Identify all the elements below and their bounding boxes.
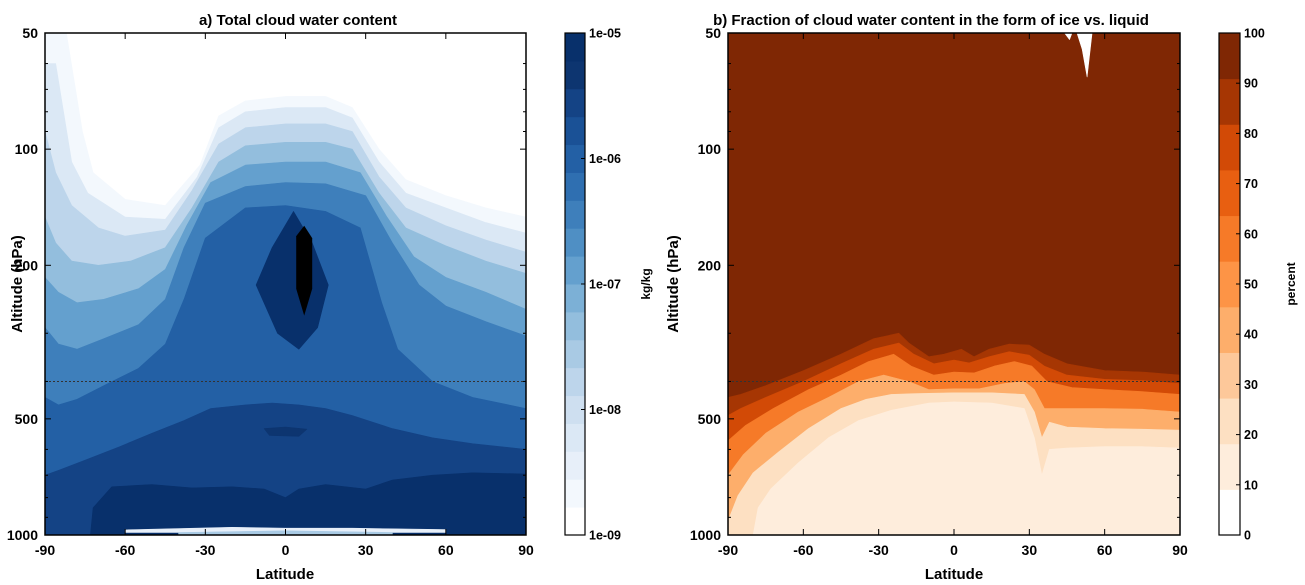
panel-a-fills xyxy=(45,33,526,535)
panel-a-y-tick-label: 100 xyxy=(15,141,39,157)
colorbar-b-tick-label: 30 xyxy=(1244,378,1258,392)
colorbar-b-tick-label: 80 xyxy=(1244,127,1258,141)
panel-a-y-tick-label: 50 xyxy=(22,25,38,41)
colorbar-b-tick-label: 70 xyxy=(1244,177,1258,191)
colorbar-a-tick-label: 1e-07 xyxy=(589,278,621,292)
colorbar-a-swatch xyxy=(565,423,585,452)
panel-a-y-tick-label: 1000 xyxy=(7,527,38,543)
panel-b-y-tick-label: 50 xyxy=(705,25,721,41)
panel-b-y-tick-label: 500 xyxy=(698,411,722,427)
colorbar-b-tick-label: 60 xyxy=(1244,227,1258,241)
panel-b: b) Fraction of cloud water content in th… xyxy=(665,12,1188,583)
panel-a-title: a) Total cloud water content xyxy=(199,12,397,29)
colorbar-a-tick-label: 1e-06 xyxy=(589,152,621,166)
colorbar-b-swatch xyxy=(1219,261,1240,308)
colorbar-b: 0 10 20 30 40 50 60 70 80 90 100 percent xyxy=(1218,27,1298,543)
panel-b-x-axis-label: Latitude xyxy=(925,566,983,583)
panel-a: a) Total cloud water content -90 -60 -30 0 3… xyxy=(7,12,534,583)
colorbar-b-tick-label: 90 xyxy=(1244,77,1258,91)
colorbar-a-swatch xyxy=(565,339,585,369)
colorbar-a-swatch xyxy=(565,311,585,341)
colorbar-b-tick-label: 50 xyxy=(1244,278,1258,292)
colorbar-a-swatch xyxy=(565,116,585,146)
panel-b-title: b) Fraction of cloud water content in th… xyxy=(713,12,1149,29)
panel-a-contour-level xyxy=(263,426,308,437)
colorbar-a-label: kg/kg xyxy=(639,268,653,299)
panel-a-x-tick-label: 60 xyxy=(438,542,454,558)
panel-b-x-tick-label: 60 xyxy=(1097,542,1113,558)
colorbar-a-swatch xyxy=(565,367,585,397)
colorbar-a-swatch xyxy=(565,228,585,257)
panel-b-x-tick-label: 0 xyxy=(950,542,958,558)
colorbar-b-swatch xyxy=(1219,78,1240,125)
colorbar-b-swatch xyxy=(1219,169,1240,217)
colorbar-a-swatches xyxy=(565,33,585,536)
colorbar-b-tick-label: 100 xyxy=(1244,27,1265,41)
panel-a-x-tick-label: 90 xyxy=(518,542,534,558)
panel-a-y-tick-label: 500 xyxy=(15,411,39,427)
panel-b-x-tick-label: 30 xyxy=(1022,542,1038,558)
colorbar-a-swatch xyxy=(565,451,585,480)
panel-a-x-tick-label: -60 xyxy=(115,542,135,558)
panel-b-axes: -90 -60 -30 0 30 60 90 50 100 200 500 1000 xyxy=(690,25,1188,558)
colorbar-a-swatch xyxy=(565,479,585,508)
colorbar-b-swatch xyxy=(1219,215,1240,262)
panel-a-x-tick-label: -90 xyxy=(35,542,55,558)
panel-b-x-tick-label: 90 xyxy=(1172,542,1188,558)
colorbar-a-swatch xyxy=(565,172,585,201)
colorbar-a: 1e-09 1e-08 1e-07 1e-06 1e-05 kg/kg xyxy=(564,27,653,543)
colorbar-a-swatch xyxy=(565,200,585,229)
colorbar-a-swatch xyxy=(565,284,585,313)
panel-b-contour-level xyxy=(1076,33,1093,78)
panel-b-y-tick-label: 1000 xyxy=(690,527,721,543)
panel-b-y-tick-label: 100 xyxy=(698,141,722,157)
colorbar-a-swatch xyxy=(565,395,585,424)
panel-b-x-tick-label: -30 xyxy=(869,542,889,558)
colorbar-a-tick-label: 1e-05 xyxy=(589,27,621,41)
panel-a-x-axis-label: Latitude xyxy=(256,566,314,583)
colorbar-b-swatch xyxy=(1219,398,1240,445)
colorbar-a-swatch xyxy=(565,507,585,536)
panel-b-y-tick-label: 200 xyxy=(698,257,722,273)
colorbar-b-swatch xyxy=(1219,124,1240,171)
colorbar-a-swatch xyxy=(565,256,585,285)
panel-a-axes: -90 -60 -30 0 30 60 90 50 100 200 500 1000 xyxy=(7,25,534,558)
colorbar-b-tick-label: 10 xyxy=(1244,478,1258,492)
panel-a-x-tick-label: 0 xyxy=(282,542,290,558)
colorbar-b-tick-label: 20 xyxy=(1244,428,1258,442)
panel-a-y-tick-label: 200 xyxy=(15,257,39,273)
colorbar-b-swatch xyxy=(1219,489,1240,536)
panel-b-y-axis-label: Altitude (hPa) xyxy=(665,235,682,333)
panel-b-x-tick-label: -90 xyxy=(718,542,738,558)
colorbar-a-swatch xyxy=(565,88,585,118)
colorbar-a-swatch xyxy=(565,33,585,62)
colorbar-a-swatch xyxy=(565,144,585,173)
colorbar-b-label: percent xyxy=(1284,262,1298,305)
colorbar-a-ticks: 1e-09 1e-08 1e-07 1e-06 1e-05 xyxy=(581,27,621,543)
panel-a-x-tick-label: 30 xyxy=(358,542,374,558)
panel-b-contour-level xyxy=(1064,33,1073,40)
panel-a-contour-level xyxy=(90,472,526,535)
colorbar-b-swatch xyxy=(1219,306,1240,353)
colorbar-b-tick-label: 0 xyxy=(1244,529,1251,543)
colorbar-a-tick-label: 1e-08 xyxy=(589,403,621,417)
colorbar-a-swatch xyxy=(565,60,585,90)
panel-b-contour-level xyxy=(752,401,1180,535)
colorbar-b-tick-label: 40 xyxy=(1244,328,1258,342)
colorbar-a-tick-label: 1e-09 xyxy=(589,529,621,543)
colorbar-b-swatch xyxy=(1219,352,1240,399)
panel-a-y-axis-label: Altitude (hPa) xyxy=(9,235,26,333)
colorbar-b-swatch xyxy=(1219,33,1240,80)
panel-a-contour-level xyxy=(296,225,313,316)
panel-a-x-tick-label: -30 xyxy=(195,542,215,558)
colorbar-b-ticks: 0 10 20 30 40 50 60 70 80 90 100 xyxy=(1236,27,1265,543)
colorbar-b-swatches xyxy=(1219,33,1240,536)
panel-b-fills xyxy=(728,33,1180,535)
colorbar-b-swatch xyxy=(1219,443,1240,490)
panel-b-x-tick-label: -60 xyxy=(793,542,813,558)
